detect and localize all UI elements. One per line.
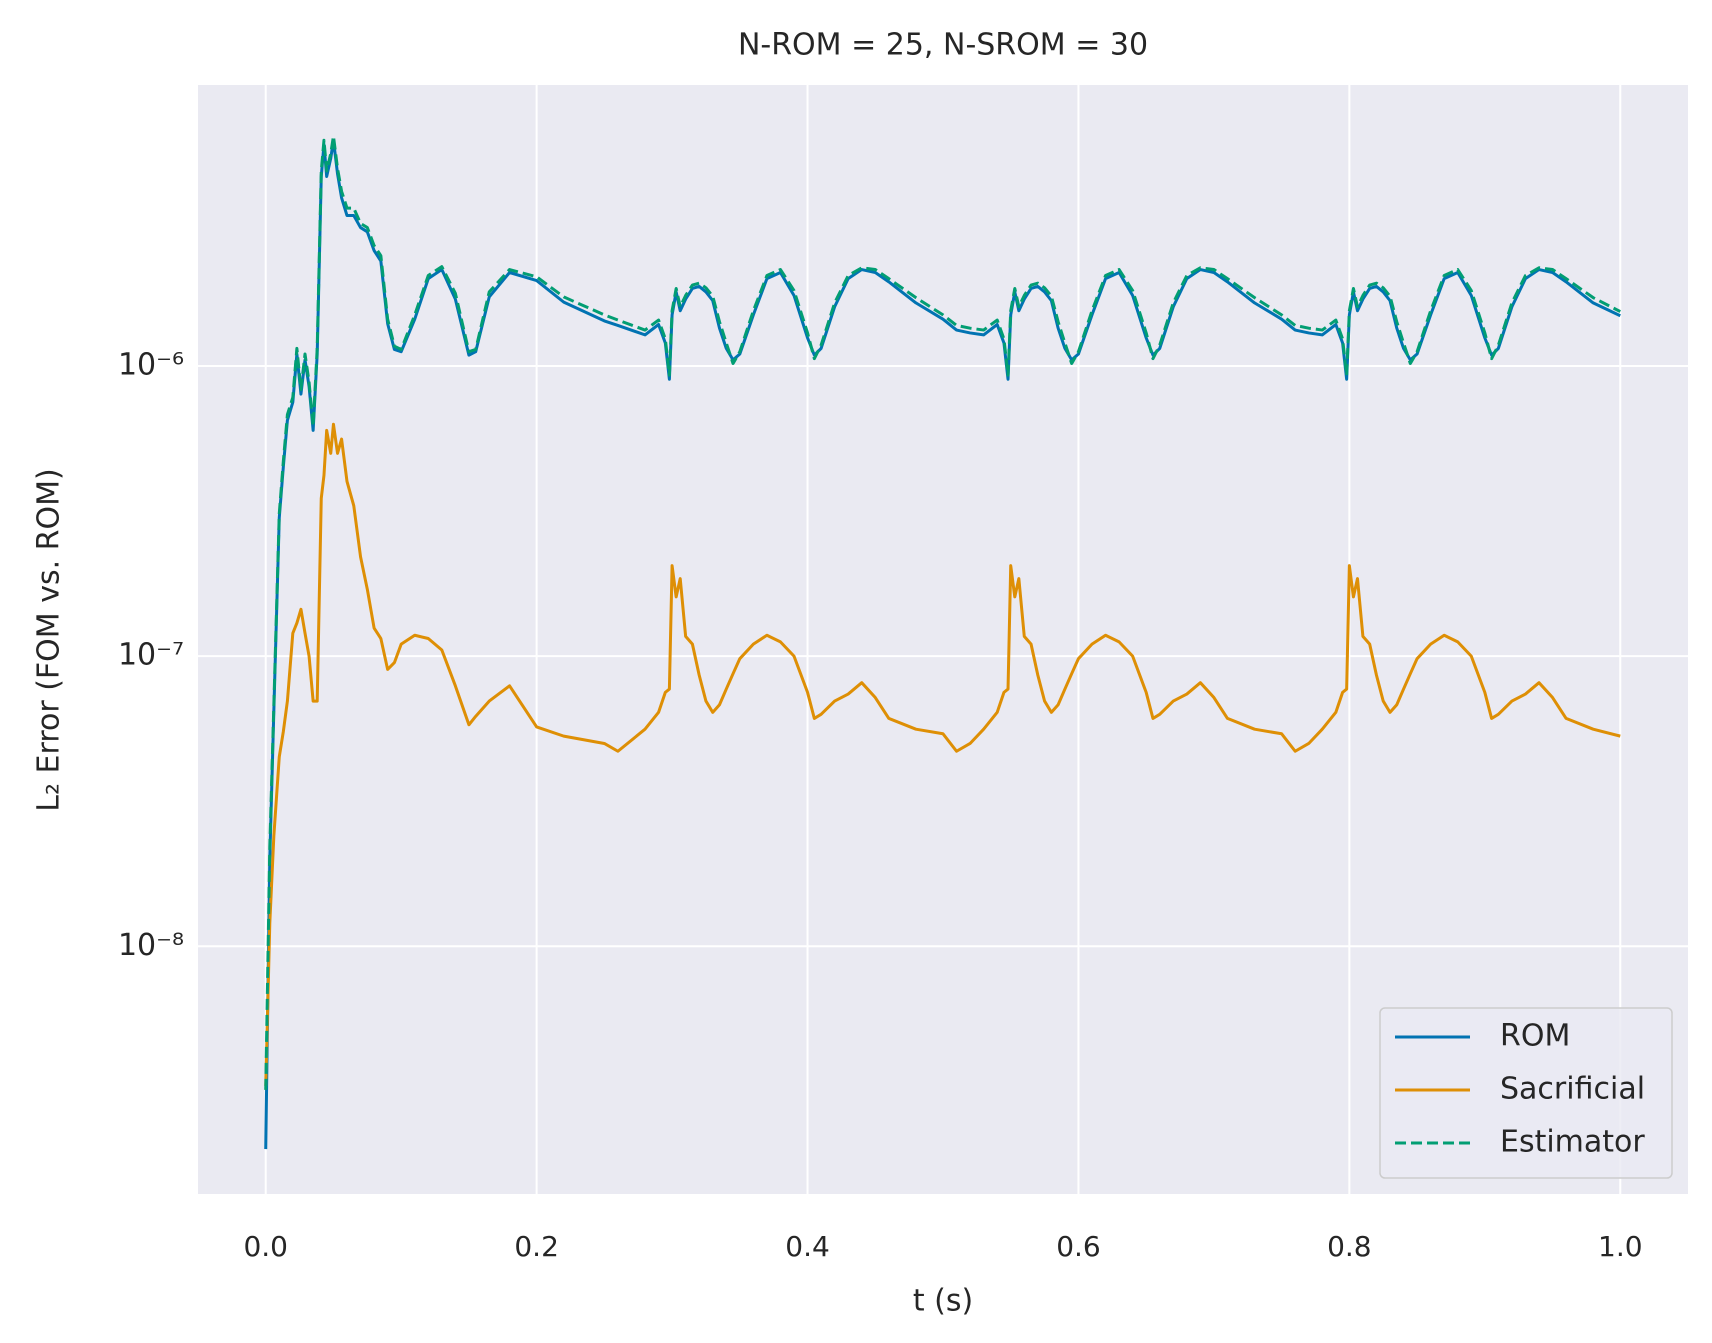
legend: ROM Sacrificial Estimator bbox=[1379, 1007, 1673, 1179]
x-tick-label: 0.4 bbox=[785, 1230, 830, 1263]
y-axis-label: L₂ Error (FOM vs. ROM) bbox=[32, 468, 67, 811]
chart-title: N-ROM = 25, N-SROM = 30 bbox=[738, 28, 1148, 63]
x-tick-label: 0.6 bbox=[1056, 1230, 1101, 1263]
data-line bbox=[264, 422, 1621, 1086]
x-tick-label: 1.0 bbox=[1598, 1230, 1643, 1263]
x-axis-label: t (s) bbox=[913, 1284, 973, 1319]
x-tick-label: 0.0 bbox=[243, 1230, 288, 1263]
legend-label: ROM bbox=[1500, 1019, 1570, 1054]
data-line bbox=[264, 138, 1621, 1150]
data-line bbox=[264, 134, 1621, 1090]
y-tick-label: 10⁻⁷ bbox=[118, 638, 184, 673]
y-tick-label: 10⁻⁸ bbox=[118, 928, 184, 963]
legend-label: Sacrificial bbox=[1500, 1072, 1645, 1107]
legend-box bbox=[1379, 1007, 1673, 1179]
y-tick-label: 10⁻⁶ bbox=[118, 347, 184, 382]
legend-label: Estimator bbox=[1500, 1125, 1645, 1160]
x-tick-label: 0.8 bbox=[1327, 1230, 1372, 1263]
x-tick-label: 0.2 bbox=[514, 1230, 559, 1263]
